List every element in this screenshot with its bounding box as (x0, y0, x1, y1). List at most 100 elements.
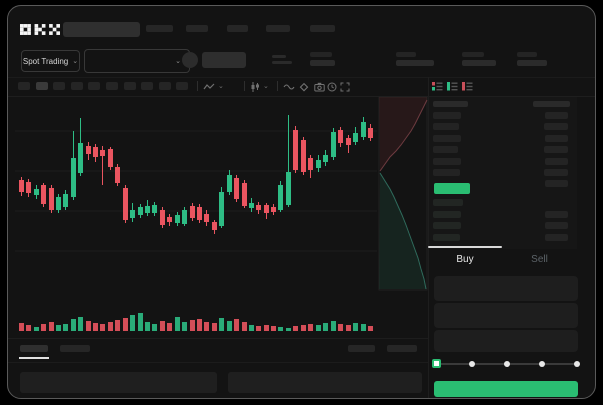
footer-action[interactable] (348, 345, 375, 352)
volume-bar (338, 324, 343, 331)
draw-tool-icon[interactable] (299, 81, 312, 92)
candle (175, 215, 180, 223)
volume-bar (361, 324, 366, 331)
timeframe-button[interactable] (36, 82, 48, 90)
pair-selector-dropdown[interactable]: ⌄ (84, 49, 190, 73)
price-chart[interactable] (8, 93, 428, 338)
candle (130, 210, 135, 218)
last-price-badge[interactable] (434, 183, 470, 194)
depth-bids-area (379, 173, 426, 289)
candle (361, 122, 366, 137)
line-tool-icon[interactable] (283, 81, 296, 92)
timeframe-button[interactable] (18, 82, 30, 90)
slider-stop[interactable] (469, 361, 475, 367)
nav-item[interactable] (186, 25, 208, 32)
order-price-input[interactable] (434, 276, 578, 301)
ticker-stat-label (517, 52, 537, 57)
slider-stop[interactable] (574, 361, 580, 367)
volume-bar (271, 326, 276, 331)
candle (197, 207, 202, 220)
market-type-label: Spot Trading (22, 56, 69, 66)
ticker-stat-value (396, 60, 434, 66)
orderbook-size-bar (545, 234, 568, 241)
candle (353, 133, 358, 142)
timeframe-button[interactable] (53, 82, 65, 90)
tab-sell[interactable]: Sell (502, 250, 577, 268)
order-amount-input[interactable] (434, 303, 578, 328)
timeframe-button[interactable] (71, 82, 83, 90)
menu-icon[interactable] (272, 55, 286, 58)
candle (212, 222, 217, 230)
orderbook-layout-asks-button[interactable] (462, 81, 474, 93)
tab-sell-label: Sell (531, 253, 548, 265)
camera-icon[interactable] (314, 81, 327, 92)
volume-bar (219, 318, 224, 331)
nav-item[interactable] (227, 25, 248, 32)
header-action-button[interactable] (202, 52, 246, 68)
candle (264, 205, 269, 213)
timeframe-button[interactable] (124, 82, 136, 90)
candle (308, 158, 313, 170)
search-bar[interactable] (63, 22, 140, 37)
volume-bar (301, 325, 306, 331)
volume-bar (323, 323, 328, 331)
buy-submit-button[interactable] (434, 381, 578, 397)
volume-bar (242, 322, 247, 331)
volume-bar (227, 321, 232, 331)
candle (234, 178, 239, 199)
candle (256, 205, 261, 210)
volume-bar (26, 325, 31, 331)
clock-icon[interactable] (327, 81, 340, 92)
orderbook-price-bar (433, 211, 461, 218)
account-avatar[interactable] (182, 52, 198, 68)
volume-bar (86, 321, 91, 331)
indicators-dropdown-icon[interactable]: ⌄ (203, 81, 229, 92)
timeframe-button[interactable] (106, 82, 118, 90)
menu-icon[interactable] (272, 61, 292, 64)
slider-handle[interactable] (432, 359, 441, 368)
fullscreen-icon[interactable] (340, 81, 353, 92)
volume-bar (19, 323, 24, 331)
volume-bar (175, 317, 180, 331)
orderbook-size-bar (545, 112, 568, 119)
footer-tab[interactable] (20, 345, 48, 352)
volume-bar (108, 322, 113, 331)
orderbook-price-bar (433, 112, 461, 119)
volume-bar (249, 325, 254, 331)
divider (8, 96, 595, 97)
orderbook-col-header (533, 101, 570, 107)
nav-item[interactable] (266, 25, 290, 32)
timeframe-button[interactable] (141, 82, 153, 90)
candle (242, 183, 247, 206)
orderbook-size-bar (544, 146, 568, 153)
timeframe-button[interactable] (176, 82, 188, 90)
orderbook-size-bar (545, 180, 568, 187)
candle (63, 194, 68, 207)
app-window: Spot Trading ⌄ ⌄ Buy Sell ⌄ ⌄ (7, 5, 596, 399)
toolbar-divider (244, 81, 245, 91)
candle (286, 172, 291, 205)
orderbook-layout-bids-button[interactable] (447, 81, 459, 93)
orderbook-price-bar (433, 146, 458, 153)
order-total-input[interactable] (434, 330, 578, 352)
timeframe-button[interactable] (88, 82, 100, 90)
nav-item[interactable] (310, 25, 335, 32)
nav-item[interactable] (146, 25, 173, 32)
footer-action[interactable] (387, 345, 417, 352)
slider-stop[interactable] (539, 361, 545, 367)
market-type-dropdown[interactable]: Spot Trading ⌄ (21, 50, 80, 72)
tab-buy[interactable]: Buy (428, 250, 502, 268)
orderbook-price-bar (433, 123, 459, 130)
orderbook-layout-all-button[interactable] (432, 81, 444, 93)
slider-stop[interactable] (504, 361, 510, 367)
candle (86, 146, 91, 154)
candle (219, 192, 224, 226)
chart-style-dropdown-icon[interactable]: ⌄ (250, 81, 276, 92)
candle (56, 197, 61, 210)
orderbook-size-bar (545, 158, 568, 165)
volume-bar (197, 319, 202, 331)
footer-tab[interactable] (60, 345, 90, 352)
timeframe-button[interactable] (159, 82, 171, 90)
orderbook-size-bar (545, 211, 568, 218)
